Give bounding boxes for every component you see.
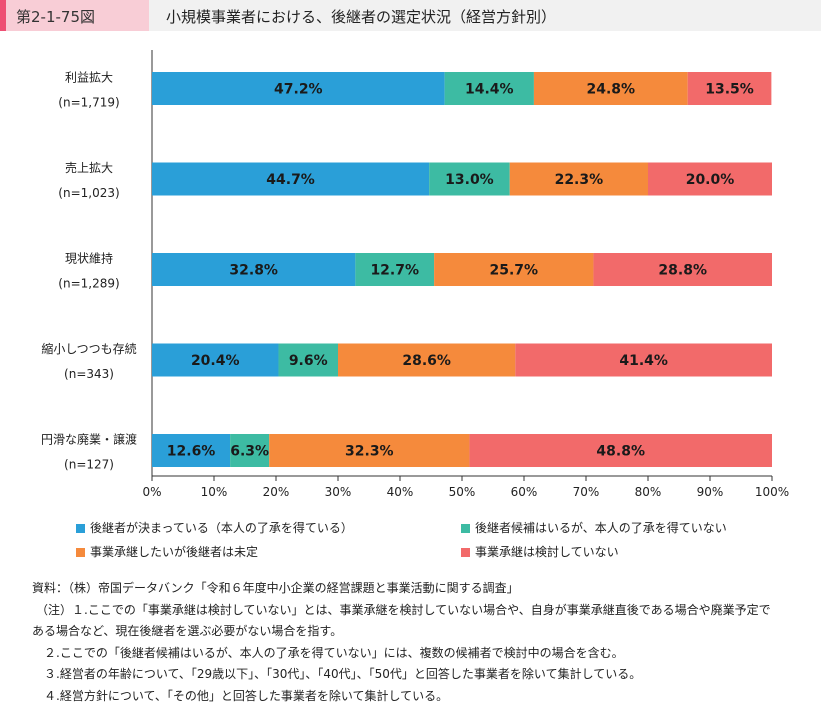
legend-item-1: 後継者候補はいるが、本人の了承を得ていない [461, 519, 727, 536]
category-label: 利益拡大 [65, 71, 113, 85]
x-tick-label: 20% [263, 485, 290, 499]
x-tick-label: 80% [635, 485, 662, 499]
figure-number: 第2-1-75図 [16, 6, 95, 27]
x-tick-label: 0% [142, 485, 161, 499]
category-label: 縮小しつつも存続 [41, 341, 136, 356]
source-note: 資料：（株）帝国データバンク「令和６年度中小企業の経営課題と事業活動に関する調査… [32, 578, 771, 600]
legend-swatch-0 [76, 524, 85, 533]
legend-item-0: 後継者が決まっている（本人の了承を得ている） [76, 519, 353, 536]
data-label: 22.3% [555, 172, 604, 188]
x-tick-label: 60% [511, 485, 538, 499]
data-label: 6.3% [230, 444, 269, 460]
data-label: 44.7% [266, 172, 315, 188]
data-label: 14.4% [465, 82, 514, 98]
figure-title: 小規模事業者における、後継者の選定状況（経営方針別） [166, 6, 556, 27]
data-label: 20.0% [686, 172, 735, 188]
x-tick-label: 90% [697, 485, 724, 499]
legend-label-1: 後継者候補はいるが、本人の了承を得ていない [475, 521, 727, 535]
legend-swatch-2 [76, 548, 85, 557]
x-tick-label: 70% [573, 485, 600, 499]
figure-tag: 第2-1-75図 [0, 0, 149, 31]
legend-label-3: 事業承継は検討していない [475, 545, 619, 559]
data-label: 28.8% [658, 263, 707, 279]
data-label: 28.6% [402, 353, 451, 369]
data-label: 13.5% [705, 82, 754, 98]
x-tick-label: 100% [755, 485, 789, 499]
data-label: 32.8% [229, 263, 278, 279]
data-label: 13.0% [445, 172, 494, 188]
category-n-label: (n=1,023) [58, 186, 119, 200]
x-tick-label: 40% [387, 485, 414, 499]
category-label: 売上拡大 [65, 160, 113, 175]
note-1-continued: ある場合など、現在後継者を選ぶ必要がない場合を指す。 [32, 621, 771, 643]
legend-label-0: 後継者が決まっている（本人の了承を得ている） [90, 521, 353, 535]
data-label: 25.7% [489, 263, 538, 279]
note-2: ２.ここでの「後継者候補はいるが、本人の了承を得ていない」には、複数の候補者で検… [32, 643, 771, 665]
note-1: （注）１.ここでの「事業承継は検討していない」とは、事業承継を検討していない場合… [32, 600, 771, 622]
note-3: ３.経営者の年齢について、「29歳以下」、「30代」、「40代」、「50代」と回… [32, 664, 771, 686]
data-label: 12.7% [370, 263, 419, 279]
legend-swatch-3 [461, 548, 470, 557]
category-n-label: (n=1,719) [58, 96, 119, 110]
data-label: 32.3% [345, 444, 394, 460]
figure-tag-accent [0, 0, 6, 31]
category-label: 円滑な廃業・譲渡 [41, 432, 137, 447]
x-tick-label: 10% [201, 485, 228, 499]
legend-swatch-1 [461, 524, 470, 533]
legend-item-2: 事業承継したいが後継者は未定 [76, 543, 258, 560]
category-label: 現状維持 [65, 251, 113, 266]
data-label: 47.2% [274, 82, 323, 98]
note-4: ４.経営方針について、「その他」と回答した事業者を除いて集計している。 [32, 686, 771, 707]
data-label: 9.6% [289, 353, 328, 369]
x-tick-label: 50% [449, 485, 476, 499]
x-tick-label: 30% [325, 485, 352, 499]
category-n-label: (n=343) [64, 367, 114, 381]
figure-header: 第2-1-75図 小規模事業者における、後継者の選定状況（経営方針別） [0, 0, 821, 31]
data-label: 41.4% [619, 353, 668, 369]
stacked-bar-chart: 0% 10% 20% 30% 40% 50% 60% 70% 80% 90% 100% 利益拡大 (n=… [0, 40, 821, 500]
category-n-label: (n=127) [64, 458, 114, 472]
data-label: 12.6% [167, 444, 216, 460]
category-n-label: (n=1,289) [58, 277, 119, 291]
data-label: 48.8% [596, 444, 645, 460]
data-label: 24.8% [587, 82, 636, 98]
notes: 資料：（株）帝国データバンク「令和６年度中小企業の経営課題と事業活動に関する調査… [32, 578, 771, 707]
legend-label-2: 事業承継したいが後継者は未定 [90, 545, 258, 559]
data-label: 20.4% [191, 353, 240, 369]
legend-item-3: 事業承継は検討していない [461, 543, 619, 560]
